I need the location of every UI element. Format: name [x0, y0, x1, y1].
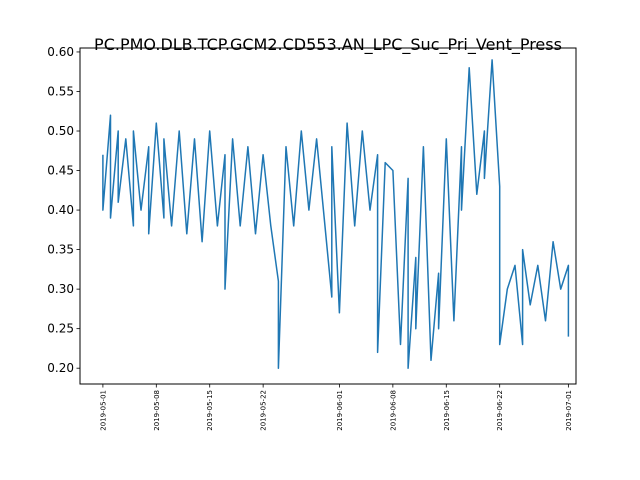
series-line-0 — [102, 59, 570, 369]
x-tick-label: 2019-06-01 — [336, 390, 344, 431]
plot-frame — [79, 47, 577, 385]
y-tick-label: 0.45 — [47, 164, 74, 178]
x-tick-label: 2019-06-22 — [496, 390, 504, 431]
y-tick-label: 0.55 — [47, 84, 74, 98]
series-layer — [102, 59, 570, 369]
y-tick-label: 0.50 — [47, 124, 74, 138]
y-tick-label: 0.20 — [47, 361, 74, 375]
y-tick-label: 0.30 — [47, 282, 74, 296]
y-tick-label: 0.25 — [47, 322, 74, 336]
y-axis: 0.20 0.25 0.30 0.35 0.40 0.45 0.50 0.55 0.60 — [47, 45, 80, 375]
x-tick-label: 2019-07-01 — [565, 390, 573, 431]
chart-title: PC.PMO.DLB.TCP.GCM2.CD553.AN_LPC_Suc_Pri… — [94, 35, 562, 55]
x-tick-label: 2019-05-15 — [206, 390, 214, 431]
x-axis: 2019-05-01 2019-05-08 2019-05-15 2019-05-22… — [99, 384, 573, 431]
x-tick-label: 2019-05-22 — [260, 390, 268, 431]
x-tick-label: 2019-05-01 — [99, 390, 107, 431]
y-tick-label: 0.40 — [47, 203, 74, 217]
x-tick-label: 2019-05-08 — [153, 390, 161, 431]
y-tick-label: 0.35 — [47, 243, 74, 257]
x-tick-label: 2019-06-15 — [443, 390, 451, 431]
y-tick-label: 0.60 — [47, 45, 74, 59]
x-tick-label: 2019-06-08 — [389, 390, 397, 431]
